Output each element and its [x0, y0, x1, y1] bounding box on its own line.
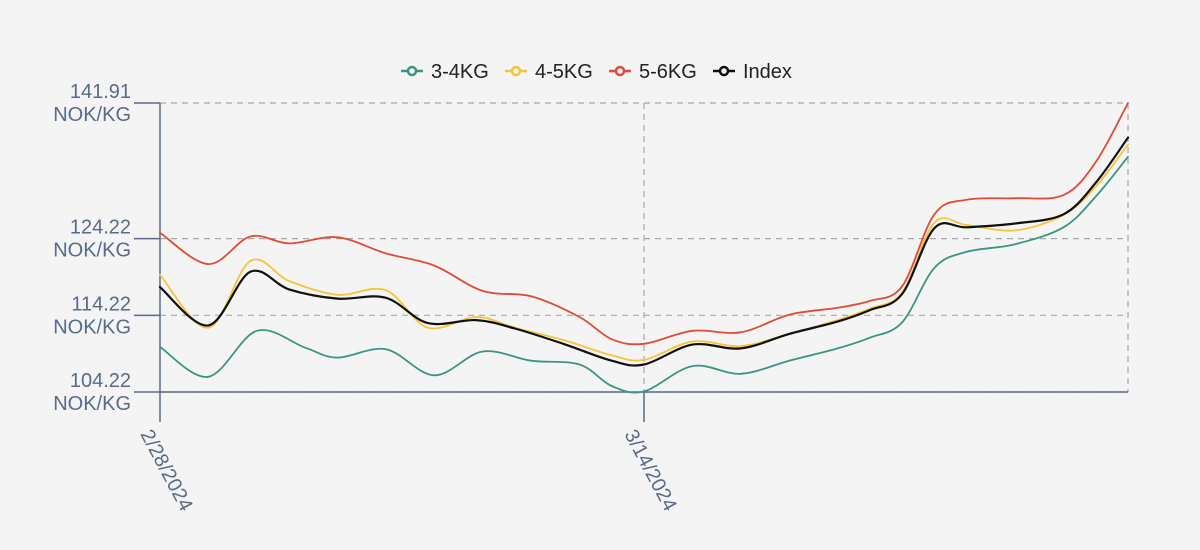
legend: 3-4KG 4-5KG 5-6KG Index — [401, 61, 792, 83]
legend-swatch-marker — [406, 65, 418, 77]
legend-item-4-5kg: 4-5KG — [505, 61, 593, 83]
legend-swatch-marker — [614, 65, 626, 77]
y-tick-value: 104.22 — [70, 370, 131, 392]
legend-item-5-6kg: 5-6KG — [609, 61, 697, 83]
legend-item-3-4kg: 3-4KG — [401, 61, 489, 83]
legend-item-index: Index — [713, 61, 792, 83]
y-tick-unit: NOK/KG — [53, 240, 131, 262]
series-lines — [158, 102, 1130, 394]
y-tick-unit: NOK/KG — [53, 104, 131, 126]
y-tick-unit: NOK/KG — [53, 393, 131, 415]
y-tick-label: 104.22 NOK/KG — [53, 370, 131, 415]
x-tick-label: 3/14/2024 — [620, 426, 681, 515]
y-tick-label: 141.91 NOK/KG — [53, 81, 131, 126]
y-tick-label: 124.22 NOK/KG — [53, 217, 131, 262]
legend-label: Index — [743, 61, 792, 83]
series-line-index — [158, 136, 1130, 367]
legend-label: 3-4KG — [431, 61, 489, 83]
legend-label: 5-6KG — [639, 61, 697, 83]
y-tick-unit: NOK/KG — [53, 316, 131, 338]
series-line-3-4kg — [159, 155, 1129, 394]
y-tick-value: 124.22 — [70, 217, 131, 239]
series-line-5-6kg — [159, 102, 1129, 346]
legend-swatch-marker — [510, 65, 522, 77]
series-line-4-5kg — [159, 143, 1129, 362]
y-tick-label: 114.22 NOK/KG — [53, 293, 131, 338]
legend-label: 4-5KG — [535, 61, 593, 83]
x-tick-label: 2/28/2024 — [136, 426, 197, 515]
y-tick-value: 141.91 — [70, 81, 131, 103]
y-tick-value: 114.22 — [71, 293, 131, 315]
legend-swatch-marker — [718, 65, 730, 77]
axes — [134, 102, 1128, 422]
